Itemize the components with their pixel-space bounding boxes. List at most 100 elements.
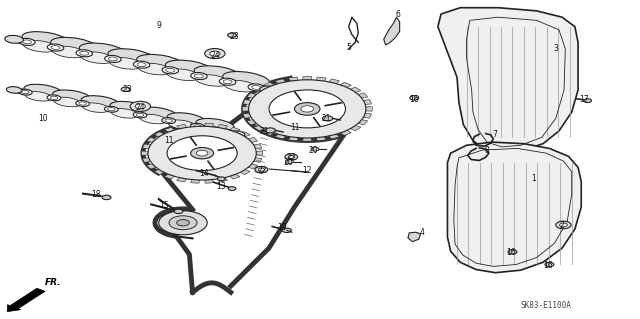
- Ellipse shape: [191, 72, 207, 79]
- Wedge shape: [177, 124, 202, 153]
- Wedge shape: [177, 153, 202, 182]
- Wedge shape: [154, 132, 202, 153]
- Wedge shape: [247, 109, 307, 125]
- Ellipse shape: [167, 113, 205, 126]
- Ellipse shape: [109, 57, 143, 69]
- Text: 15: 15: [159, 201, 169, 210]
- Text: 14: 14: [199, 169, 209, 178]
- Ellipse shape: [108, 49, 155, 64]
- Wedge shape: [202, 153, 240, 179]
- Wedge shape: [307, 109, 371, 118]
- Ellipse shape: [79, 43, 126, 59]
- Wedge shape: [307, 109, 367, 125]
- Ellipse shape: [197, 126, 225, 135]
- Ellipse shape: [76, 50, 92, 57]
- Circle shape: [301, 106, 314, 112]
- Ellipse shape: [23, 41, 57, 52]
- Wedge shape: [202, 153, 257, 169]
- Wedge shape: [202, 137, 257, 153]
- Text: 8: 8: [484, 145, 490, 154]
- Circle shape: [228, 33, 237, 37]
- Circle shape: [556, 221, 571, 229]
- Circle shape: [159, 211, 207, 235]
- Text: 24: 24: [210, 51, 220, 60]
- Text: 3: 3: [554, 44, 558, 53]
- Circle shape: [258, 168, 264, 171]
- Circle shape: [559, 223, 567, 227]
- Text: 21: 21: [322, 114, 331, 123]
- Text: 1: 1: [531, 174, 536, 183]
- Ellipse shape: [260, 86, 278, 94]
- Text: 13: 13: [216, 182, 226, 191]
- Circle shape: [191, 147, 214, 159]
- Wedge shape: [253, 109, 307, 131]
- Wedge shape: [307, 109, 339, 139]
- Ellipse shape: [165, 119, 172, 122]
- Ellipse shape: [52, 90, 91, 103]
- Text: 9: 9: [157, 21, 162, 30]
- Ellipse shape: [25, 92, 52, 101]
- Ellipse shape: [193, 125, 201, 128]
- Circle shape: [265, 128, 275, 133]
- Text: 4: 4: [419, 228, 424, 237]
- Text: 23: 23: [123, 85, 132, 94]
- Circle shape: [294, 103, 320, 115]
- Circle shape: [121, 87, 130, 92]
- Ellipse shape: [81, 96, 120, 108]
- Wedge shape: [164, 127, 202, 153]
- Text: 22: 22: [287, 153, 296, 162]
- Wedge shape: [202, 153, 250, 174]
- Text: 20: 20: [284, 158, 293, 167]
- Wedge shape: [191, 123, 202, 153]
- Circle shape: [167, 136, 237, 171]
- Wedge shape: [307, 77, 326, 109]
- Circle shape: [174, 209, 183, 214]
- Circle shape: [102, 195, 111, 200]
- Wedge shape: [202, 153, 227, 182]
- Wedge shape: [307, 93, 367, 109]
- Ellipse shape: [136, 113, 144, 116]
- Wedge shape: [275, 109, 307, 139]
- Text: 21: 21: [259, 127, 269, 136]
- Ellipse shape: [137, 63, 146, 67]
- Circle shape: [545, 262, 554, 267]
- Text: 5: 5: [346, 43, 351, 52]
- Wedge shape: [202, 144, 262, 153]
- Circle shape: [508, 250, 517, 254]
- Ellipse shape: [51, 46, 60, 49]
- Wedge shape: [263, 109, 307, 136]
- Text: SK83-E1100A: SK83-E1100A: [521, 301, 572, 310]
- Ellipse shape: [195, 74, 204, 78]
- Ellipse shape: [224, 80, 257, 92]
- Wedge shape: [164, 153, 202, 179]
- Text: 20: 20: [309, 145, 319, 154]
- Ellipse shape: [133, 61, 150, 68]
- Wedge shape: [307, 79, 339, 109]
- Circle shape: [255, 167, 268, 173]
- Wedge shape: [243, 107, 307, 111]
- Text: 10: 10: [38, 114, 47, 123]
- Text: 12: 12: [303, 166, 312, 175]
- Ellipse shape: [139, 107, 177, 120]
- Circle shape: [248, 80, 366, 138]
- Wedge shape: [289, 77, 307, 109]
- Text: 16: 16: [543, 261, 553, 270]
- Ellipse shape: [81, 52, 114, 63]
- Ellipse shape: [165, 60, 212, 76]
- Circle shape: [282, 228, 291, 233]
- Circle shape: [148, 126, 256, 180]
- Wedge shape: [202, 132, 250, 153]
- Wedge shape: [202, 124, 227, 153]
- Wedge shape: [307, 109, 351, 136]
- Ellipse shape: [108, 57, 117, 61]
- Circle shape: [196, 150, 208, 156]
- Ellipse shape: [191, 123, 204, 129]
- Ellipse shape: [22, 40, 31, 44]
- Circle shape: [177, 219, 189, 226]
- Text: 17: 17: [580, 95, 589, 104]
- Ellipse shape: [6, 87, 22, 93]
- Ellipse shape: [229, 131, 245, 137]
- FancyArrow shape: [7, 288, 45, 312]
- Text: 16: 16: [506, 248, 516, 257]
- Wedge shape: [243, 100, 307, 109]
